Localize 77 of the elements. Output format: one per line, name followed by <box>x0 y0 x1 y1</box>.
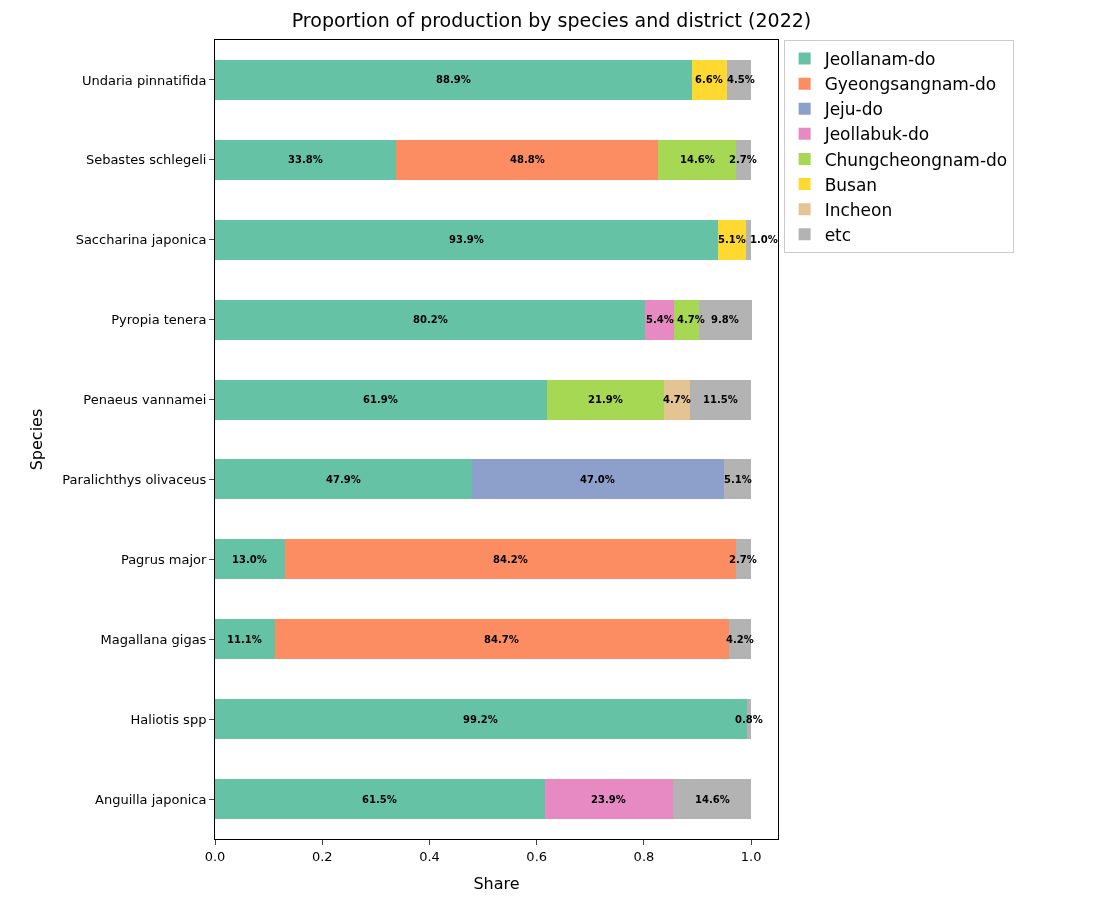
data-label: 47.9% <box>326 474 361 485</box>
y-tick-label: Undaria pinnatifida <box>81 72 207 88</box>
bar <box>689 379 752 420</box>
data-label: 84.7% <box>484 634 519 645</box>
y-tick-label: Pagrus major <box>120 551 208 567</box>
data-label: 80.2% <box>413 314 448 325</box>
data-label: 21.9% <box>588 394 623 405</box>
data-label: 4.5% <box>727 74 755 85</box>
bar <box>664 379 690 420</box>
data-label: 4.7% <box>677 314 705 325</box>
bar <box>544 779 673 820</box>
data-label: 93.9% <box>449 234 484 245</box>
data-label: 47.0% <box>580 474 615 485</box>
y-tick-label: Haliotis spp <box>130 711 207 727</box>
data-label: 11.5% <box>703 394 738 405</box>
y-tick-label: Penaeus vannamei <box>83 392 207 408</box>
y-tick-label: Magallana gigas <box>100 631 207 647</box>
data-label: 1.0% <box>750 234 778 245</box>
bar <box>396 139 658 180</box>
bar <box>215 139 397 180</box>
bar <box>215 619 275 660</box>
data-label: 2.7% <box>729 154 757 165</box>
legend-label: Gyeongsangnam-do <box>824 74 997 95</box>
data-label: 5.1% <box>718 234 746 245</box>
bar <box>745 219 752 260</box>
legend-label: Incheon <box>824 199 893 220</box>
data-label: 11.1% <box>227 634 262 645</box>
data-label: 4.2% <box>726 634 754 645</box>
data-label: 99.2% <box>463 714 498 725</box>
y-tick-label: Sebastes schlegeli <box>85 152 207 168</box>
data-label: 2.7% <box>729 554 757 565</box>
y-tick-label: Anguilla japonica <box>95 791 207 807</box>
x-tick-label: 1.0 <box>740 848 762 864</box>
x-tick-label: 0.0 <box>204 848 226 864</box>
bar <box>215 219 719 260</box>
bar <box>546 379 665 420</box>
x-axis-title: Share <box>473 874 520 894</box>
data-label: 0.8% <box>735 714 763 725</box>
bar <box>718 219 746 260</box>
data-label: 13.0% <box>232 554 267 565</box>
data-label: 23.9% <box>591 794 626 805</box>
y-tick-label: Paralichthys olivaceus <box>62 472 207 487</box>
y-tick-label: Pyropia tenera <box>111 312 207 328</box>
bar <box>215 379 547 420</box>
legend-label: Jeju-do <box>823 99 883 120</box>
data-label: 5.4% <box>646 314 674 325</box>
data-label: 84.2% <box>493 554 528 565</box>
y-axis-title: Species <box>27 408 47 471</box>
y-tick-label: Saccharina japonica <box>75 232 207 248</box>
data-label: 6.6% <box>695 74 723 85</box>
legend-label: Chungcheongnam-do <box>824 149 1008 170</box>
x-tick-label: 0.8 <box>633 848 655 864</box>
chart-title: Proportion of production by species and district (2022) <box>291 8 812 31</box>
bar <box>215 299 646 340</box>
bar <box>215 59 692 100</box>
x-tick-label: 0.6 <box>526 848 548 864</box>
data-label: 9.8% <box>711 314 739 325</box>
data-label: 5.1% <box>724 474 752 485</box>
bar <box>471 459 724 500</box>
data-label: 48.8% <box>510 154 545 165</box>
data-label: 88.9% <box>436 74 471 85</box>
data-label: 4.7% <box>663 394 691 405</box>
legend-label: Jeollanam-do <box>823 49 936 70</box>
data-label: 61.9% <box>363 394 398 405</box>
x-tick-label: 0.4 <box>419 848 440 864</box>
legend-label: etc <box>824 224 852 245</box>
legend-label: Busan <box>824 174 878 195</box>
bar <box>215 459 472 500</box>
bar <box>215 779 545 820</box>
bar <box>215 539 285 580</box>
bar <box>672 779 752 820</box>
data-label: 61.5% <box>362 794 397 805</box>
data-label: 14.6% <box>695 794 730 805</box>
x-tick-label: 0.2 <box>311 848 333 864</box>
legend-label: Jeollabuk-do <box>823 124 930 145</box>
data-label: 33.8% <box>288 154 323 165</box>
data-label: 14.6% <box>680 154 715 165</box>
